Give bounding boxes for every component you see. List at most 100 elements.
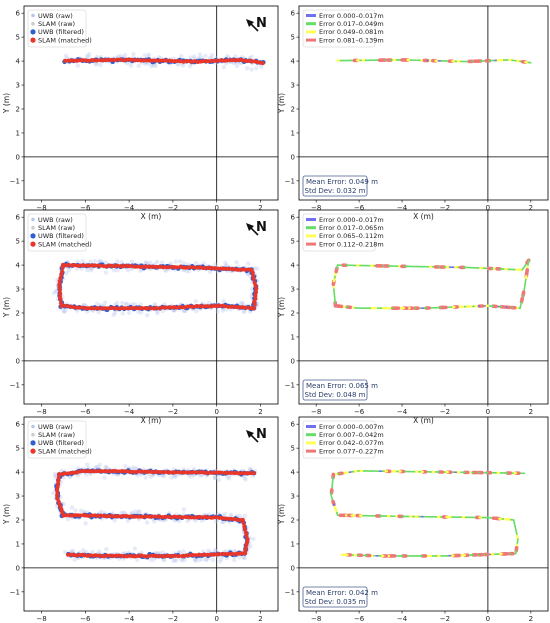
slam-matched-point bbox=[63, 513, 68, 518]
uwb-raw-point bbox=[160, 550, 165, 555]
uwb-raw-point bbox=[148, 474, 154, 480]
plot-area bbox=[299, 210, 548, 404]
uwb-raw-point bbox=[209, 52, 215, 58]
legend-label: UWB (filtered) bbox=[38, 439, 84, 447]
y-tick-label: 0 bbox=[16, 153, 20, 161]
y-tick-label: −1 bbox=[285, 588, 295, 596]
slam-matched-point bbox=[126, 514, 131, 519]
legend-marker bbox=[31, 225, 35, 230]
uwb-raw-point bbox=[181, 507, 187, 512]
uwb-raw-point bbox=[176, 62, 181, 67]
uwb-raw-point bbox=[97, 549, 102, 554]
uwb-raw-point bbox=[193, 260, 199, 266]
slam-matched-point bbox=[83, 469, 88, 474]
uwb-raw-point bbox=[152, 302, 157, 307]
x-tick-label: 2 bbox=[258, 204, 262, 212]
slam-matched-point bbox=[121, 514, 126, 519]
y-tick-label: 2 bbox=[16, 105, 20, 113]
uwb-raw-point bbox=[83, 472, 89, 477]
slam-matched-point bbox=[220, 551, 225, 556]
slam-matched-point bbox=[66, 58, 71, 63]
y-tick-label: 4 bbox=[291, 262, 296, 270]
uwb-raw-point bbox=[112, 518, 117, 523]
slam-matched-point bbox=[180, 554, 185, 559]
slam-matched-point bbox=[193, 553, 198, 558]
slam-matched-point bbox=[214, 470, 219, 475]
uwb-raw-point bbox=[221, 298, 226, 304]
uwb-raw-point bbox=[122, 52, 128, 58]
slam-matched-point bbox=[234, 551, 239, 556]
slam-matched-point bbox=[125, 306, 130, 311]
legend: UWB (raw)SLAM (raw)UWB (filtered)SLAM (m… bbox=[27, 420, 92, 459]
x-tick-label: −2 bbox=[168, 408, 178, 416]
y-tick-label: 6 bbox=[291, 214, 296, 222]
uwb-raw-point bbox=[70, 548, 76, 554]
plot-area bbox=[24, 417, 278, 611]
slam-matched-point bbox=[223, 552, 228, 557]
y-tick-label: 5 bbox=[16, 445, 20, 453]
slam-matched-point bbox=[217, 515, 222, 520]
slam-matched-point bbox=[86, 469, 91, 474]
uwb-raw-point bbox=[102, 475, 107, 480]
uwb-raw-point bbox=[132, 302, 138, 307]
y-tick-label: 1 bbox=[16, 333, 20, 341]
uwb-raw-point bbox=[103, 270, 109, 275]
y-axis-label: Y (m) bbox=[277, 93, 286, 114]
slam-matched-point bbox=[140, 469, 145, 474]
slam-matched-point bbox=[149, 264, 154, 269]
slam-matched-point bbox=[59, 269, 64, 274]
slam-matched-point bbox=[138, 264, 143, 269]
slam-matched-point bbox=[244, 542, 249, 547]
uwb-raw-point bbox=[215, 309, 220, 314]
uwb-raw-point bbox=[173, 558, 179, 563]
x-tick-label: −8 bbox=[36, 204, 46, 212]
y-tick-label: 3 bbox=[16, 82, 20, 90]
slam-matched-point bbox=[223, 470, 228, 475]
plot-frame bbox=[298, 416, 549, 612]
slam-matched-point bbox=[120, 306, 125, 311]
x-tick-label: −2 bbox=[440, 408, 450, 416]
slam-matched-point bbox=[143, 306, 148, 311]
uwb-raw-point bbox=[163, 268, 169, 274]
slam-matched-point bbox=[72, 513, 77, 518]
slam-matched-point bbox=[228, 470, 233, 475]
uwb-raw-point bbox=[224, 263, 229, 268]
uwb-raw-point bbox=[78, 508, 84, 513]
slam-matched-point bbox=[158, 58, 163, 63]
x-tick-label: −4 bbox=[124, 408, 135, 416]
slam-matched-point bbox=[86, 58, 91, 63]
slam-matched-point bbox=[111, 469, 116, 474]
x-tick-label: −8 bbox=[311, 408, 321, 416]
slam-matched-point bbox=[209, 58, 214, 63]
slam-matched-point bbox=[208, 552, 213, 557]
slam-matched-point bbox=[126, 264, 131, 269]
uwb-raw-point bbox=[97, 462, 102, 468]
uwb-raw-point bbox=[228, 512, 234, 517]
slam-matched-point bbox=[120, 469, 125, 474]
slam-matched-point bbox=[142, 554, 147, 559]
legend-label: Error 0.007–0.042m bbox=[319, 431, 384, 439]
slam-matched-point bbox=[158, 514, 163, 519]
uwb-raw-point bbox=[154, 259, 160, 265]
slam-matched-point bbox=[182, 470, 187, 475]
y-tick-label: −1 bbox=[10, 381, 20, 389]
uwb-raw-point bbox=[232, 557, 237, 563]
slam-matched-point bbox=[240, 305, 245, 310]
slam-matched-point bbox=[251, 276, 256, 281]
legend-label: UWB (filtered) bbox=[38, 28, 84, 36]
uwb-raw-point bbox=[185, 518, 190, 524]
slam-matched-point bbox=[221, 266, 226, 271]
uwb-raw-point bbox=[216, 477, 222, 483]
slam-matched-point bbox=[214, 303, 219, 308]
y-axis-label: Y (m) bbox=[2, 297, 11, 318]
uwb-raw-point bbox=[120, 300, 125, 306]
x-tick-label: −8 bbox=[311, 204, 321, 212]
legend-label: SLAM (raw) bbox=[38, 431, 75, 439]
legend-marker bbox=[31, 432, 35, 437]
y-tick-label: 6 bbox=[291, 421, 296, 429]
legend-marker bbox=[30, 448, 36, 454]
slam-matched-point bbox=[59, 303, 64, 308]
x-tick-label: −6 bbox=[354, 408, 365, 416]
slam-matched-point bbox=[228, 551, 233, 556]
slam-matched-point bbox=[91, 553, 96, 558]
